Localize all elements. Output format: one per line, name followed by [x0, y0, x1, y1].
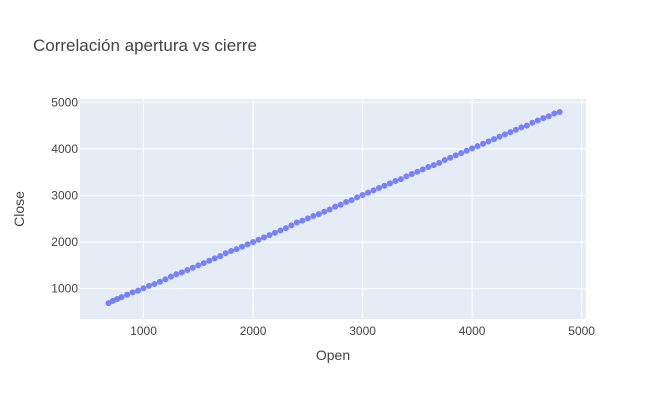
data-point[interactable]: [485, 138, 492, 145]
data-point[interactable]: [365, 189, 372, 196]
data-point[interactable]: [540, 115, 547, 122]
data-point[interactable]: [135, 287, 142, 294]
data-point[interactable]: [474, 143, 481, 150]
data-point[interactable]: [414, 168, 421, 175]
data-point[interactable]: [491, 136, 497, 143]
data-point[interactable]: [140, 285, 147, 292]
data-point[interactable]: [261, 234, 267, 241]
data-point[interactable]: [255, 236, 262, 243]
data-point[interactable]: [556, 109, 563, 116]
data-point[interactable]: [392, 178, 399, 185]
data-point[interactable]: [337, 201, 344, 208]
scatter-points: [105, 109, 563, 307]
data-point[interactable]: [228, 247, 235, 254]
data-point[interactable]: [447, 154, 454, 161]
x-tick-label: 2000: [240, 324, 267, 338]
data-point[interactable]: [354, 194, 361, 201]
y-tick-label: 5000: [51, 95, 78, 109]
data-point[interactable]: [348, 197, 355, 204]
data-point[interactable]: [430, 162, 437, 169]
data-point[interactable]: [529, 119, 536, 126]
data-point[interactable]: [282, 225, 289, 232]
data-point[interactable]: [376, 185, 382, 192]
data-point[interactable]: [195, 262, 202, 269]
data-point[interactable]: [419, 166, 426, 173]
data-point[interactable]: [310, 212, 317, 219]
data-point[interactable]: [441, 157, 448, 164]
chart-title: Correlación apertura vs cierre: [33, 36, 257, 55]
data-point[interactable]: [293, 219, 300, 226]
data-point[interactable]: [162, 276, 169, 283]
data-point[interactable]: [124, 291, 131, 298]
data-point[interactable]: [299, 217, 306, 224]
data-point[interactable]: [244, 241, 251, 248]
data-point[interactable]: [469, 145, 476, 152]
data-point[interactable]: [436, 159, 443, 166]
data-point[interactable]: [507, 129, 514, 136]
data-point[interactable]: [211, 255, 218, 262]
data-point[interactable]: [277, 227, 284, 234]
data-point[interactable]: [397, 176, 404, 183]
data-point[interactable]: [233, 246, 240, 253]
y-tick-label: 1000: [51, 282, 78, 296]
x-tick-label: 3000: [349, 324, 376, 338]
data-point[interactable]: [315, 211, 322, 218]
data-point[interactable]: [288, 222, 295, 229]
data-point[interactable]: [173, 271, 180, 278]
y-tick-label: 3000: [51, 188, 78, 202]
x-tick-label: 1000: [130, 324, 157, 338]
data-point[interactable]: [178, 269, 185, 276]
data-point[interactable]: [304, 215, 311, 222]
data-point[interactable]: [386, 180, 393, 187]
data-point[interactable]: [321, 208, 328, 215]
y-tick-label: 2000: [51, 235, 78, 249]
data-point[interactable]: [156, 278, 163, 285]
data-point[interactable]: [381, 182, 388, 189]
data-point[interactable]: [501, 131, 508, 138]
data-point[interactable]: [512, 126, 519, 133]
data-point[interactable]: [271, 229, 278, 236]
data-point[interactable]: [222, 250, 229, 257]
x-axis-label: Open: [316, 347, 350, 363]
data-point[interactable]: [266, 232, 273, 239]
data-point[interactable]: [343, 199, 350, 206]
data-point[interactable]: [452, 152, 459, 159]
data-point[interactable]: [200, 260, 207, 267]
data-point[interactable]: [189, 264, 196, 271]
data-point[interactable]: [463, 147, 470, 154]
data-point[interactable]: [184, 267, 191, 274]
y-axis-label: Close: [11, 191, 27, 227]
data-point[interactable]: [167, 273, 174, 280]
x-tick-label: 5000: [568, 324, 595, 338]
data-point[interactable]: [118, 294, 125, 301]
tick-labels: 1000 2000 3000 4000 5000 1000 2000 3000 4000 5000: [51, 95, 595, 338]
data-point[interactable]: [480, 140, 487, 147]
data-point[interactable]: [217, 253, 224, 260]
data-point[interactable]: [523, 122, 530, 129]
data-point[interactable]: [403, 173, 410, 180]
data-point[interactable]: [326, 206, 333, 213]
y-tick-label: 4000: [51, 142, 78, 156]
data-point[interactable]: [545, 113, 552, 120]
data-point[interactable]: [250, 239, 257, 246]
data-point[interactable]: [239, 243, 246, 250]
grid: [80, 99, 586, 319]
data-point[interactable]: [551, 110, 558, 117]
data-point[interactable]: [146, 282, 152, 289]
data-point[interactable]: [206, 257, 213, 264]
data-point[interactable]: [129, 289, 136, 296]
x-tick-label: 4000: [459, 324, 486, 338]
data-point[interactable]: [359, 192, 366, 199]
data-point[interactable]: [408, 171, 415, 178]
data-point[interactable]: [518, 124, 525, 131]
data-point[interactable]: [151, 281, 158, 288]
data-point[interactable]: [458, 150, 465, 157]
data-point[interactable]: [425, 164, 432, 171]
data-point[interactable]: [534, 117, 541, 124]
data-point[interactable]: [496, 133, 503, 140]
data-point[interactable]: [332, 203, 339, 210]
data-point[interactable]: [370, 187, 377, 194]
